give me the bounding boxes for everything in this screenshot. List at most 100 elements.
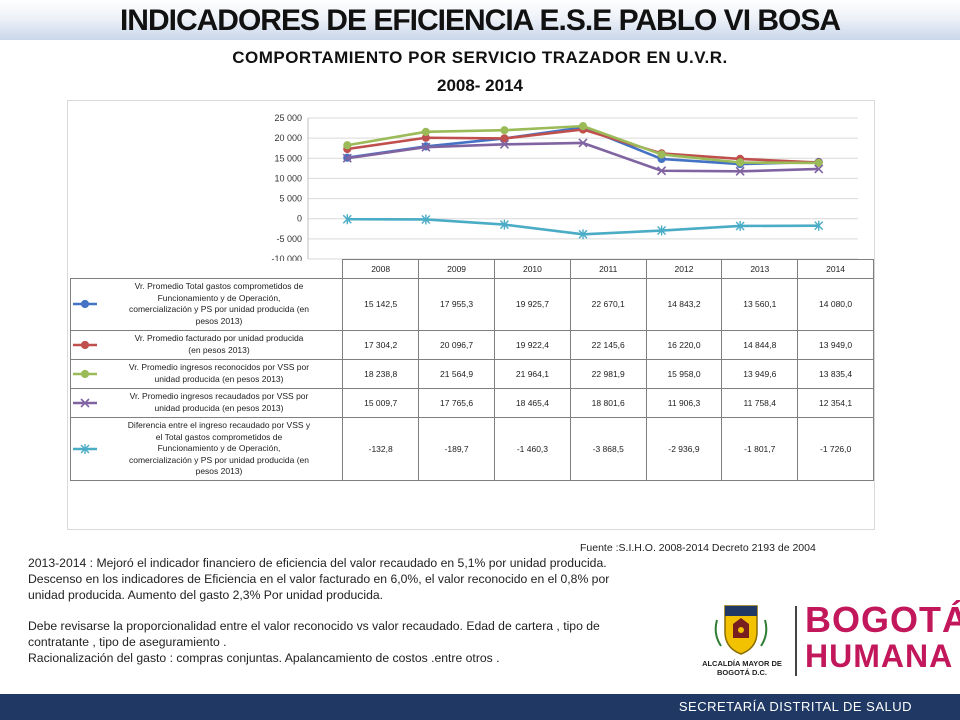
year-header: 2014 — [797, 259, 874, 279]
chart-data-table-body: Vr. Promedio Total gastos comprometidos … — [69, 277, 874, 481]
data-cell: -1 460,3 — [494, 416, 571, 481]
series-4-point — [342, 153, 352, 163]
series-4-point — [499, 139, 509, 149]
data-cell: 17 765,6 — [418, 387, 496, 418]
data-cell: 18 465,4 — [494, 387, 571, 418]
series-3-point — [343, 141, 352, 150]
series-3-point — [736, 158, 745, 167]
year-header: 2009 — [418, 259, 496, 279]
legend-key — [73, 299, 97, 309]
table-row: Vr. Promedio facturado por unidad produc… — [69, 329, 874, 360]
data-cell: 22 145,6 — [569, 329, 647, 360]
series-name-wrap: Vr. Promedio ingresos reconocidos por VS… — [71, 362, 340, 385]
series-name: Vr. Promedio ingresos recaudados por VSS… — [129, 391, 309, 413]
series-3-point — [578, 122, 588, 131]
series-5-point — [814, 220, 824, 231]
data-cell: 14 080,0 — [797, 277, 874, 331]
legend-key-marker — [80, 369, 90, 378]
year-header: 2013 — [721, 259, 799, 279]
data-cell: 19 922,4 — [494, 329, 571, 360]
footer-bar: SECRETARÍA DISTRITAL DE SALUD — [0, 694, 960, 720]
logo-divider — [795, 606, 797, 676]
series-name-cell: Vr. Promedio facturado por unidad produc… — [69, 329, 344, 360]
y-tick-label: -5 000 — [276, 234, 302, 244]
data-cell: 17 955,3 — [418, 277, 496, 331]
notes-paragraph-1: 2013-2014 : Mejoró el indicador financie… — [28, 556, 610, 602]
series-3 — [343, 122, 823, 168]
series-5-point — [421, 214, 431, 225]
data-cell: 22 981,9 — [569, 358, 647, 389]
data-cell: 22 670,1 — [569, 277, 647, 331]
data-cell: 15 958,0 — [645, 358, 723, 389]
data-cell: 15 009,7 — [342, 387, 420, 418]
data-cell: 15 142,5 — [342, 277, 420, 331]
series-5 — [342, 214, 824, 240]
brand-humana: HUMANA — [805, 638, 954, 674]
series-name: Vr. Promedio Total gastos comprometidos … — [128, 281, 309, 326]
data-cell: -1 801,7 — [721, 416, 799, 481]
notes-gap — [28, 603, 618, 618]
data-cell: -3 868,5 — [569, 416, 647, 481]
table-row: Vr. Promedio Total gastos comprometidos … — [69, 277, 874, 331]
series-5-point — [342, 214, 352, 225]
y-tick-label: 10 000 — [274, 173, 302, 183]
legend-key — [73, 340, 97, 349]
series-4-point — [421, 142, 431, 152]
page-title: INDICADORES DE EFICIENCIA E.S.E PABLO VI… — [119, 4, 841, 37]
y-tick-label: 5 000 — [279, 194, 302, 204]
notes-paragraph-3: Racionalización del gasto : compras conj… — [28, 651, 500, 665]
chart-data-table: 2008 2009 2010 2011 2012 2013 2014 Vr. Promedi… — [69, 259, 874, 481]
table-row: Vr. Promedio ingresos reconocidos por VS… — [69, 358, 874, 389]
data-cell: 21 964,1 — [494, 358, 571, 389]
data-cell: -1 726,0 — [797, 416, 874, 481]
year-header: 2011 — [569, 259, 647, 279]
data-cell: 11 758,4 — [721, 387, 799, 418]
series-name-cell: Diferencia entre el ingreso recaudado po… — [69, 416, 344, 481]
series-name-wrap: Vr. Promedio Total gastos comprometidos … — [71, 281, 340, 327]
series-name-wrap: Vr. Promedio facturado por unidad produc… — [71, 333, 340, 356]
page-subtitle: COMPORTAMIENTO POR SERVICIO TRAZADOR EN … — [232, 48, 728, 67]
legend-key-marker — [80, 340, 90, 349]
series-5-point — [735, 220, 745, 231]
data-cell: 13 560,1 — [721, 277, 799, 331]
series-3-point — [814, 158, 823, 168]
legend-key-marker — [80, 299, 90, 309]
series-5-point — [499, 219, 509, 230]
legend-key-marker — [80, 443, 90, 454]
series-4-point — [814, 164, 824, 174]
series-3-point — [657, 150, 666, 159]
data-cell: -132,8 — [342, 416, 420, 481]
y-tick-label: 25 000 — [274, 113, 302, 123]
coat-of-arms-icon — [714, 605, 768, 655]
series-name-cell: Vr. Promedio ingresos reconocidos por VS… — [69, 358, 344, 389]
year-range: 2008- 2014 — [436, 76, 524, 95]
line-chart: 25 000 20 000 15 000 10 000 5 000 0 -5 000 -10 … — [271, 113, 858, 261]
notes-paragraph-2: Debe revisarse la proporcionalidad entre… — [28, 619, 600, 649]
legend-key — [73, 397, 97, 408]
series-name-cell: Vr. Promedio ingresos recaudados por VSS… — [69, 387, 344, 418]
data-cell: 18 238,8 — [342, 358, 420, 389]
series-4-point — [657, 166, 667, 176]
y-tick-label: 15 000 — [274, 153, 302, 163]
data-cell: 21 564,9 — [418, 358, 496, 389]
series-name: Vr. Promedio facturado por unidad produc… — [134, 333, 304, 355]
y-tick-label: 0 — [297, 214, 302, 224]
alcaldia-text: ALCALDÍA MAYOR DE BOGOTÁ D.C. — [702, 659, 782, 677]
year-header-row: 2008 2009 2010 2011 2012 2013 2014 — [70, 259, 874, 279]
series-4-point — [578, 138, 588, 148]
data-cell: -2 936,9 — [645, 416, 723, 481]
title-band — [0, 0, 960, 40]
series-name: Diferencia entre el ingreso recaudado po… — [127, 420, 311, 476]
source-note: Fuente :S.I.H.O. 2008-2014 Decreto 2193 … — [580, 542, 816, 554]
legend-key-marker — [80, 397, 90, 408]
data-cell: 13 835,4 — [797, 358, 874, 389]
table-row: Vr. Promedio ingresos recaudados por VSS… — [69, 387, 874, 418]
data-cell: 16 220,0 — [645, 329, 723, 360]
data-cell: 13 949,0 — [797, 329, 874, 360]
y-tick-label: 20 000 — [274, 133, 302, 143]
series-name-cell: Vr. Promedio Total gastos comprometidos … — [69, 277, 344, 331]
data-cell: 20 096,7 — [418, 329, 496, 360]
data-cell: 18 801,6 — [569, 387, 647, 418]
data-cell: 14 843,2 — [645, 277, 723, 331]
data-cell: 11 906,3 — [645, 387, 723, 418]
